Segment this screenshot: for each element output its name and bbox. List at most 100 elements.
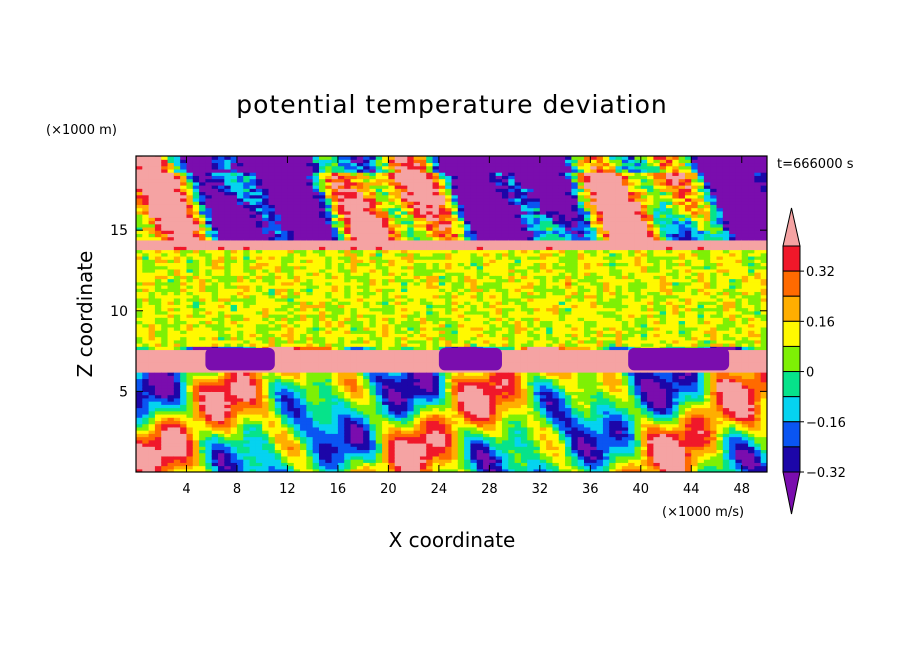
field-cell [180, 355, 188, 360]
field-cell [192, 343, 200, 347]
field-cell [142, 304, 150, 309]
field-cell [236, 430, 244, 434]
field-cell [230, 226, 238, 231]
field-cell [249, 275, 257, 280]
field-cell [236, 462, 244, 467]
field-cell [192, 346, 200, 351]
field-cell [148, 294, 156, 299]
field-cell [262, 223, 270, 228]
field-cell [136, 197, 143, 202]
field-cell [224, 185, 232, 189]
field-cell [262, 156, 270, 160]
field-cell [243, 252, 251, 257]
field-cell [136, 236, 143, 241]
field-cell [236, 172, 244, 176]
field-cell [268, 378, 276, 383]
field-cell [173, 326, 181, 331]
field-cell [173, 265, 181, 270]
field-cell [255, 326, 263, 331]
field-cell [243, 220, 251, 225]
field-cell [262, 214, 270, 218]
field-cell [161, 226, 169, 231]
field-cell [173, 223, 181, 228]
field-cell [274, 307, 282, 312]
field-cell [236, 159, 244, 164]
field-cell [180, 423, 188, 428]
field-cell [180, 181, 188, 186]
field-cell [173, 156, 181, 160]
field-cell [173, 465, 181, 470]
field-cell [205, 407, 213, 412]
field-cell [142, 326, 150, 331]
field-cell [236, 314, 244, 318]
field-cell [249, 249, 257, 254]
field-cell [161, 330, 169, 334]
field-cell [274, 401, 282, 405]
field-cell [167, 362, 175, 367]
field-cell [268, 197, 276, 202]
field-cell [154, 230, 162, 234]
field-cell [154, 159, 162, 164]
field-cell [211, 165, 219, 170]
field-cell [243, 430, 251, 434]
field-cell [167, 291, 175, 296]
field-cell [186, 259, 194, 264]
field-cell [180, 172, 188, 176]
field-cell [243, 426, 251, 431]
field-cell [192, 417, 200, 422]
field-cell [148, 452, 156, 457]
field-cell [173, 236, 181, 241]
field-cell [148, 384, 156, 389]
field-cell [154, 433, 162, 438]
field-cell [218, 230, 225, 234]
field-cell [186, 394, 194, 399]
field-cell [211, 378, 219, 383]
field-cell [249, 375, 257, 380]
field-cell [161, 455, 169, 460]
field-cell [142, 352, 150, 357]
field-cell [154, 349, 162, 354]
field-cell [268, 181, 276, 186]
field-cell [268, 397, 276, 402]
field-cell [161, 252, 169, 257]
field-cell [224, 339, 232, 344]
field-cell [154, 317, 162, 322]
field-cell [154, 336, 162, 341]
field-cell [224, 426, 232, 431]
field-cell [243, 272, 251, 276]
field-cell [218, 320, 225, 325]
field-cell [224, 201, 232, 205]
field-cell [205, 346, 213, 351]
field-cell [268, 239, 276, 244]
field-cell [224, 320, 232, 325]
field-cell [161, 439, 169, 444]
field-cell [173, 243, 181, 247]
field-cell [218, 297, 225, 302]
field-cell [161, 468, 169, 472]
field-cell [262, 417, 270, 422]
field-cell [243, 391, 251, 396]
field-cell [255, 262, 263, 267]
field-cell [199, 462, 207, 467]
field-cell [218, 162, 225, 167]
field-cell [167, 268, 175, 273]
field-cell [268, 417, 276, 422]
field-cell [224, 188, 232, 193]
field-cell [249, 323, 257, 328]
field-cell [136, 362, 143, 367]
field-cell [161, 223, 169, 228]
field-cell [230, 168, 238, 173]
field-cell [211, 439, 219, 444]
field-cell [167, 423, 175, 428]
field-cell [154, 339, 162, 344]
field-cell [148, 314, 156, 318]
field-cell [180, 201, 188, 205]
field-cell [186, 391, 194, 396]
field-cell [268, 375, 276, 380]
field-cell [205, 188, 213, 193]
field-cell [274, 384, 282, 389]
field-cell [142, 284, 150, 289]
field-cell [236, 465, 244, 470]
field-cell [148, 455, 156, 460]
field-cell [224, 246, 232, 251]
